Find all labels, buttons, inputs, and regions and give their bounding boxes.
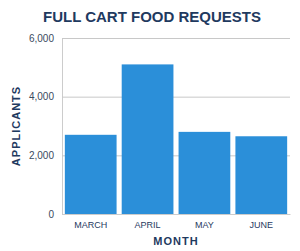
bar [235, 136, 287, 214]
tick-label: 0 [48, 209, 54, 220]
bar [65, 135, 117, 214]
tick: APRIL [135, 214, 161, 230]
bar [179, 132, 231, 214]
grid-line [62, 38, 290, 39]
tick-label: APRIL [135, 220, 161, 230]
bar [122, 64, 174, 214]
grid-line [62, 97, 290, 98]
tick: MARCH [74, 214, 107, 230]
tick-label: MAY [195, 220, 214, 230]
axis-line [63, 39, 291, 215]
title: FULL CART FOOD REQUESTS [43, 8, 261, 25]
tick: 6,000 [29, 33, 290, 44]
tick-label: 4,000 [29, 91, 54, 102]
chart: FULL CART FOOD REQUESTS 0 2,000 4,000 6,000 M… [0, 0, 300, 251]
y-axis: 0 2,000 4,000 6,000 [29, 33, 290, 220]
tick-label: 6,000 [29, 33, 54, 44]
plot: 0 2,000 4,000 6,000 MARCH APRIL MAY JUNE [29, 33, 291, 231]
y-axis-title: APPLICANTS [10, 86, 22, 166]
axis-line [63, 214, 291, 215]
x-axis: MARCH APRIL MAY JUNE [63, 214, 291, 230]
tick: MAY [195, 214, 214, 230]
tick: JUNE [250, 214, 274, 230]
x-axis-title: MONTH [153, 235, 198, 247]
grid-line [62, 214, 290, 215]
tick-label: 2,000 [29, 150, 54, 161]
bars [65, 64, 287, 214]
tick-label: JUNE [250, 220, 274, 230]
tick-label: MARCH [74, 220, 107, 230]
